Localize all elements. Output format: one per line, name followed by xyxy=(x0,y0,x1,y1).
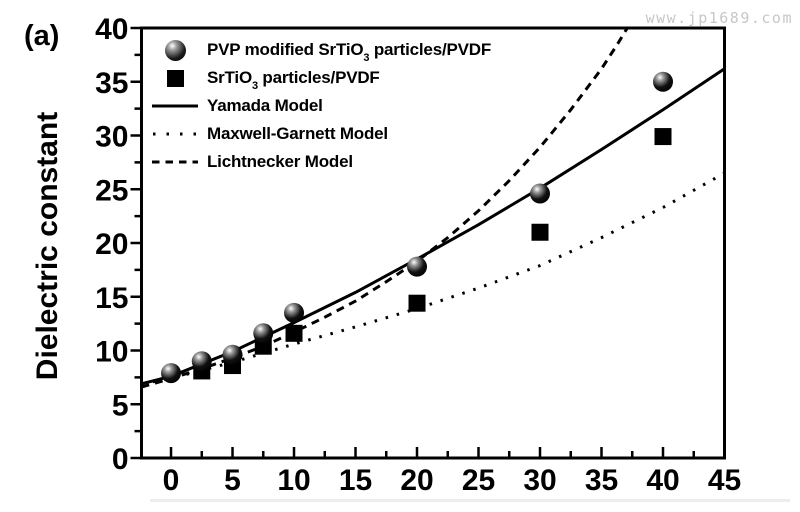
legend-item-yamada: Yamada Model xyxy=(152,92,491,120)
x-tick-label: 15 xyxy=(339,464,372,497)
sphere-data-point xyxy=(530,183,551,204)
sphere-data-point xyxy=(191,351,212,372)
line-dotted xyxy=(141,171,726,386)
x-tick-label: 35 xyxy=(585,464,618,497)
x-tick-label: 40 xyxy=(646,464,679,497)
sphere-data-point xyxy=(222,344,243,365)
sphere-data-point xyxy=(284,302,305,323)
axes-frame xyxy=(140,26,726,460)
legend-item-maxwell-garnett: Maxwell-Garnett Model xyxy=(152,120,491,148)
y-tick-label: 15 xyxy=(95,282,128,315)
legend-label: SrTiO3 particles/PVDF xyxy=(207,68,380,93)
y-tick-label: 10 xyxy=(95,336,128,369)
legend-label: Lichtnecker Model xyxy=(207,152,353,171)
sphere-data-point xyxy=(653,71,674,92)
square-data-point xyxy=(285,324,303,342)
x-tick-label: 30 xyxy=(523,464,556,497)
x-tick-label: 10 xyxy=(277,464,310,497)
sphere-data-point xyxy=(253,323,274,344)
y-tick-label: 40 xyxy=(95,13,128,46)
sphere-data-point xyxy=(161,363,182,384)
x-tick-label: 20 xyxy=(400,464,433,497)
legend-item-lichtnecker: Lichtnecker Model xyxy=(152,148,491,176)
y-tick-label: 5 xyxy=(112,389,129,422)
sphere-marker-icon xyxy=(164,39,186,61)
x-tick-label: 45 xyxy=(708,464,741,497)
square-data-point xyxy=(531,223,549,241)
square-marker-icon xyxy=(166,69,184,87)
x-tick-label: 25 xyxy=(462,464,495,497)
x-tick-label: 0 xyxy=(163,464,180,497)
scan-artifact xyxy=(150,499,790,502)
panel-label: (a) xyxy=(24,20,60,52)
watermark: www.jp1689.com xyxy=(645,9,793,27)
y-tick-label: 20 xyxy=(95,228,128,261)
legend-item-srtio3: SrTiO3 particles/PVDF xyxy=(152,64,491,92)
dotted-line-icon xyxy=(153,132,198,136)
y-tick-label: 0 xyxy=(112,443,129,476)
y-tick-label: 30 xyxy=(95,121,128,154)
dashed-line-icon xyxy=(152,160,198,164)
legend-label: Maxwell-Garnett Model xyxy=(207,124,388,143)
square-data-point xyxy=(408,294,426,312)
x-tick-label: 5 xyxy=(224,464,241,497)
y-tick-label: 35 xyxy=(95,67,128,100)
legend: PVP modified SrTiO3 particles/PVDF SrTiO… xyxy=(152,36,491,176)
legend-item-pvp-modified: PVP modified SrTiO3 particles/PVDF xyxy=(152,36,491,64)
legend-label: PVP modified SrTiO3 particles/PVDF xyxy=(207,40,492,65)
solid-line-icon xyxy=(152,104,198,108)
y-tick-label: 25 xyxy=(95,174,128,207)
sphere-data-point xyxy=(407,256,428,277)
square-data-point xyxy=(654,128,672,146)
legend-label: Yamada Model xyxy=(207,96,323,115)
